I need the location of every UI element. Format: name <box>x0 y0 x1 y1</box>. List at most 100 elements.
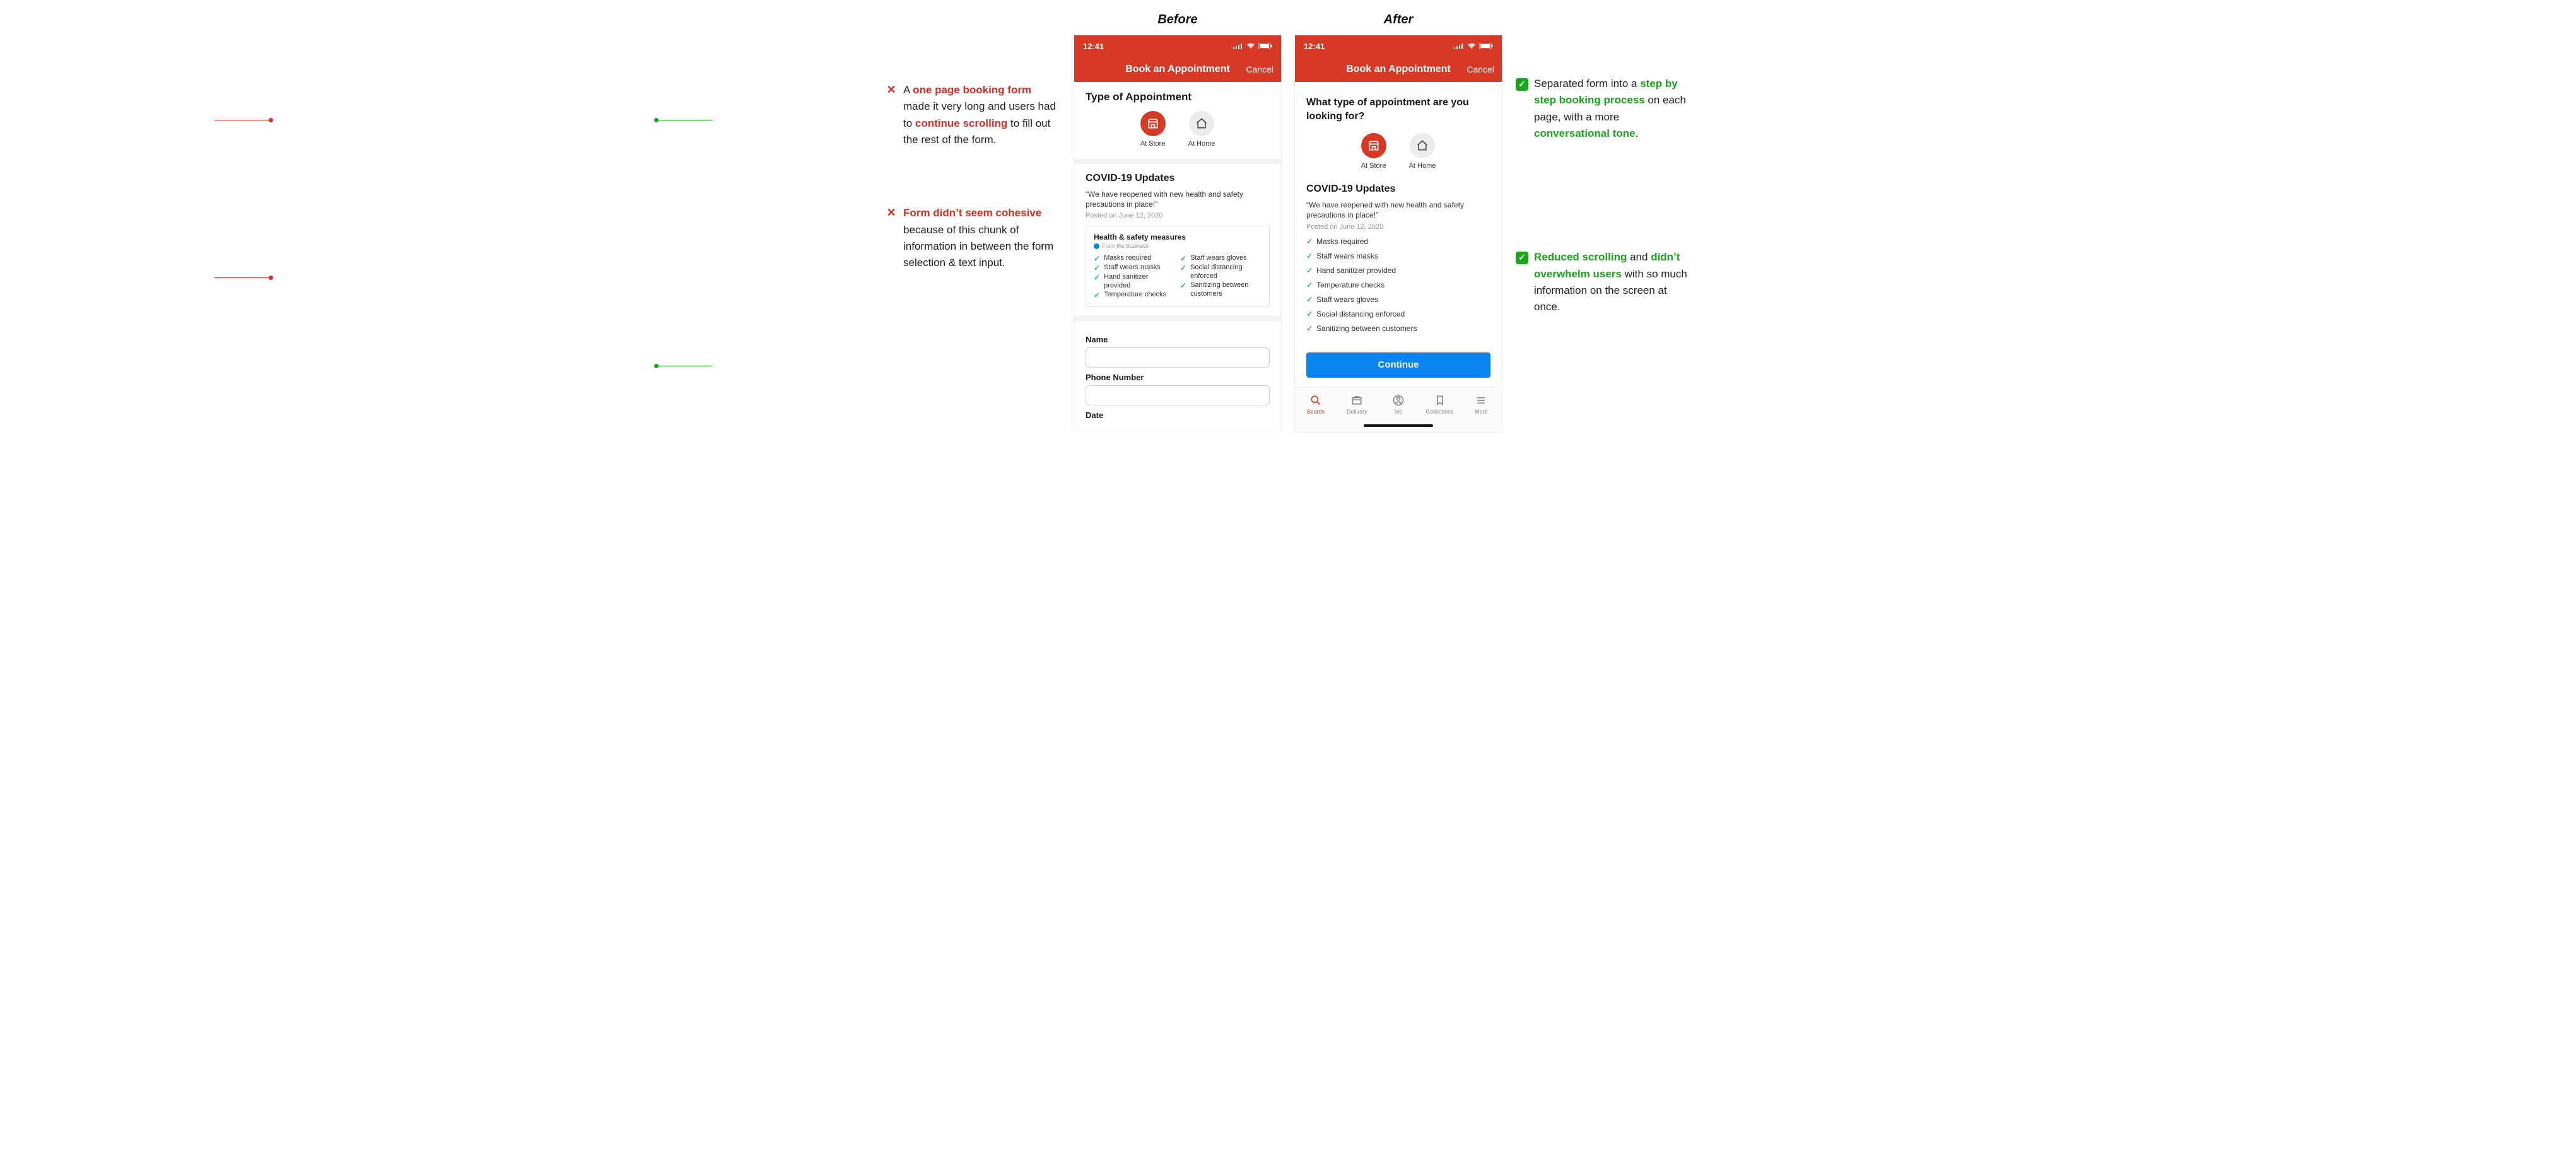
hs-list: ✓Masks required ✓Staff wears masks ✓Hand… <box>1306 237 1490 334</box>
hs-item-text: Hand sanitizer provided <box>1104 273 1175 291</box>
after-label: After <box>1294 13 1502 27</box>
hs-item: ✓Temperature checks <box>1094 291 1175 300</box>
check-badge-icon: ✓ <box>1515 76 1529 91</box>
hs-item: ✓Staff wears gloves <box>1180 254 1262 264</box>
type-heading: Type of Appointment <box>1086 91 1270 103</box>
covid-section: COVID-19 Updates “We have reopened with … <box>1074 164 1281 321</box>
tab-search[interactable]: Search <box>1295 387 1337 422</box>
hs-item: ✓Masks required <box>1306 237 1490 247</box>
cancel-button[interactable]: Cancel <box>1467 64 1494 74</box>
tab-collections[interactable]: Collections <box>1419 387 1461 422</box>
check-icon: ✓ <box>1094 264 1100 273</box>
status-time: 12:41 <box>1083 42 1104 51</box>
x-icon: ✕ <box>884 82 898 98</box>
check-icon: ✓ <box>1306 281 1313 290</box>
covid-date: Posted on June 12, 2020 <box>1306 223 1490 231</box>
continue-button[interactable]: Continue <box>1306 352 1490 378</box>
hs-item: ✓Hand sanitizer provided <box>1094 273 1175 291</box>
hs-item-text: Sanitizing between customers <box>1316 324 1417 334</box>
annotation-left-1: ✕ A one page booking form made it very l… <box>884 82 1061 148</box>
tab-label: Delivery <box>1347 409 1367 415</box>
tab-delivery[interactable]: Delivery <box>1337 387 1378 422</box>
cancel-button[interactable]: Cancel <box>1246 64 1273 74</box>
check-badge-icon: ✓ <box>1515 249 1529 265</box>
tab-label: Collections <box>1426 409 1454 415</box>
annotation-right-1: ✓ Separated form into a step by step boo… <box>1515 76 1692 142</box>
store-icon <box>1361 133 1386 158</box>
hs-title: Health & safety measures <box>1094 233 1262 241</box>
annot-text: and <box>1627 251 1651 263</box>
hs-item-text: Social distancing enforced <box>1190 264 1262 281</box>
hs-item: ✓Hand sanitizer provided <box>1306 266 1490 276</box>
signal-icon <box>1454 43 1464 49</box>
type-option-store[interactable]: At Store <box>1361 133 1386 170</box>
health-safety-card: Health & safety measures From the busine… <box>1086 226 1270 307</box>
tab-more[interactable]: More <box>1460 387 1502 422</box>
hs-subtitle: From the business <box>1094 243 1262 249</box>
delivery-icon <box>1350 394 1363 407</box>
tab-label: Me <box>1395 409 1403 415</box>
status-time: 12:41 <box>1304 42 1325 51</box>
covid-heading: COVID-19 Updates <box>1306 183 1490 195</box>
covid-date: Posted on June 12, 2020 <box>1086 212 1270 219</box>
connector-line <box>214 277 271 278</box>
annotation-right-2: ✓ Reduced scrolling and didn’t overwhelm… <box>1515 249 1692 315</box>
phone-before: 12:41 Book an Appointment Cancel Type of… <box>1074 35 1282 429</box>
check-icon: ✓ <box>1306 310 1313 319</box>
annot-highlight: conversational tone <box>1534 127 1636 139</box>
hs-item-text: Social distancing enforced <box>1316 310 1405 319</box>
bookmark-icon <box>1434 394 1446 407</box>
tab-me[interactable]: Me <box>1378 387 1419 422</box>
x-icon: ✕ <box>884 205 898 221</box>
annot-text: A <box>903 84 913 96</box>
form-section: Name Phone Number Date <box>1074 321 1281 429</box>
type-option-store[interactable]: At Store <box>1140 111 1166 148</box>
name-input[interactable] <box>1086 347 1270 368</box>
nav-bar: Book an Appointment Cancel <box>1074 57 1281 82</box>
battery-icon <box>1258 43 1272 49</box>
type-option-home[interactable]: At Home <box>1409 133 1436 170</box>
tab-label: Search <box>1307 409 1325 415</box>
nav-title: Book an Appointment <box>1346 64 1451 75</box>
hs-item-text: Masks required <box>1316 237 1368 247</box>
nav-title: Book an Appointment <box>1125 64 1230 75</box>
hs-item-text: Staff wears gloves <box>1316 295 1378 305</box>
check-icon: ✓ <box>1094 254 1100 264</box>
home-icon <box>1410 133 1435 158</box>
date-label: Date <box>1086 410 1270 420</box>
home-icon <box>1189 111 1214 136</box>
annot-highlight: one page booking form <box>913 84 1031 96</box>
after-column: After 12:41 Book an Appointment Cancel W… <box>1294 13 1502 433</box>
menu-icon <box>1475 394 1487 407</box>
phone-label: Phone Number <box>1086 373 1270 382</box>
status-bar: 12:41 <box>1074 35 1281 57</box>
store-icon <box>1140 111 1166 136</box>
hs-item-text: Staff wears gloves <box>1190 254 1247 263</box>
tab-label: More <box>1475 409 1488 415</box>
before-label: Before <box>1074 13 1282 27</box>
phone-input[interactable] <box>1086 385 1270 405</box>
hs-item-text: Masks required <box>1104 254 1151 263</box>
hs-item: ✓Temperature checks <box>1306 281 1490 290</box>
type-section: Type of Appointment At Store At Home <box>1074 82 1281 164</box>
question-heading: What type of appointment are you looking… <box>1306 96 1490 123</box>
signal-icon <box>1233 43 1243 49</box>
phone-after: 12:41 Book an Appointment Cancel What ty… <box>1294 35 1502 433</box>
continue-label: Continue <box>1378 359 1419 370</box>
hs-item: ✓Social distancing enforced <box>1306 310 1490 319</box>
covid-heading: COVID-19 Updates <box>1086 173 1270 184</box>
left-annotations: ✕ A one page booking form made it very l… <box>884 13 1061 328</box>
type-option-home[interactable]: At Home <box>1188 111 1215 148</box>
check-icon: ✓ <box>1306 252 1313 261</box>
question-section: What type of appointment are you looking… <box>1295 82 1502 181</box>
continue-row: Continue <box>1295 347 1502 386</box>
hs-item: ✓Sanitizing between customers <box>1306 324 1490 334</box>
tab-bar: Search Delivery Me Collections More <box>1295 386 1502 422</box>
hs-item: ✓Social distancing enforced <box>1180 264 1262 281</box>
annot-highlight: Reduced scrolling <box>1534 251 1627 263</box>
hs-item-text: Staff wears masks <box>1104 264 1161 272</box>
wifi-icon <box>1467 43 1476 49</box>
hs-item-text: Temperature checks <box>1104 291 1166 299</box>
comparison-layout: ✕ A one page booking form made it very l… <box>25 13 2551 433</box>
right-annotations: ✓ Separated form into a step by step boo… <box>1515 13 1692 373</box>
